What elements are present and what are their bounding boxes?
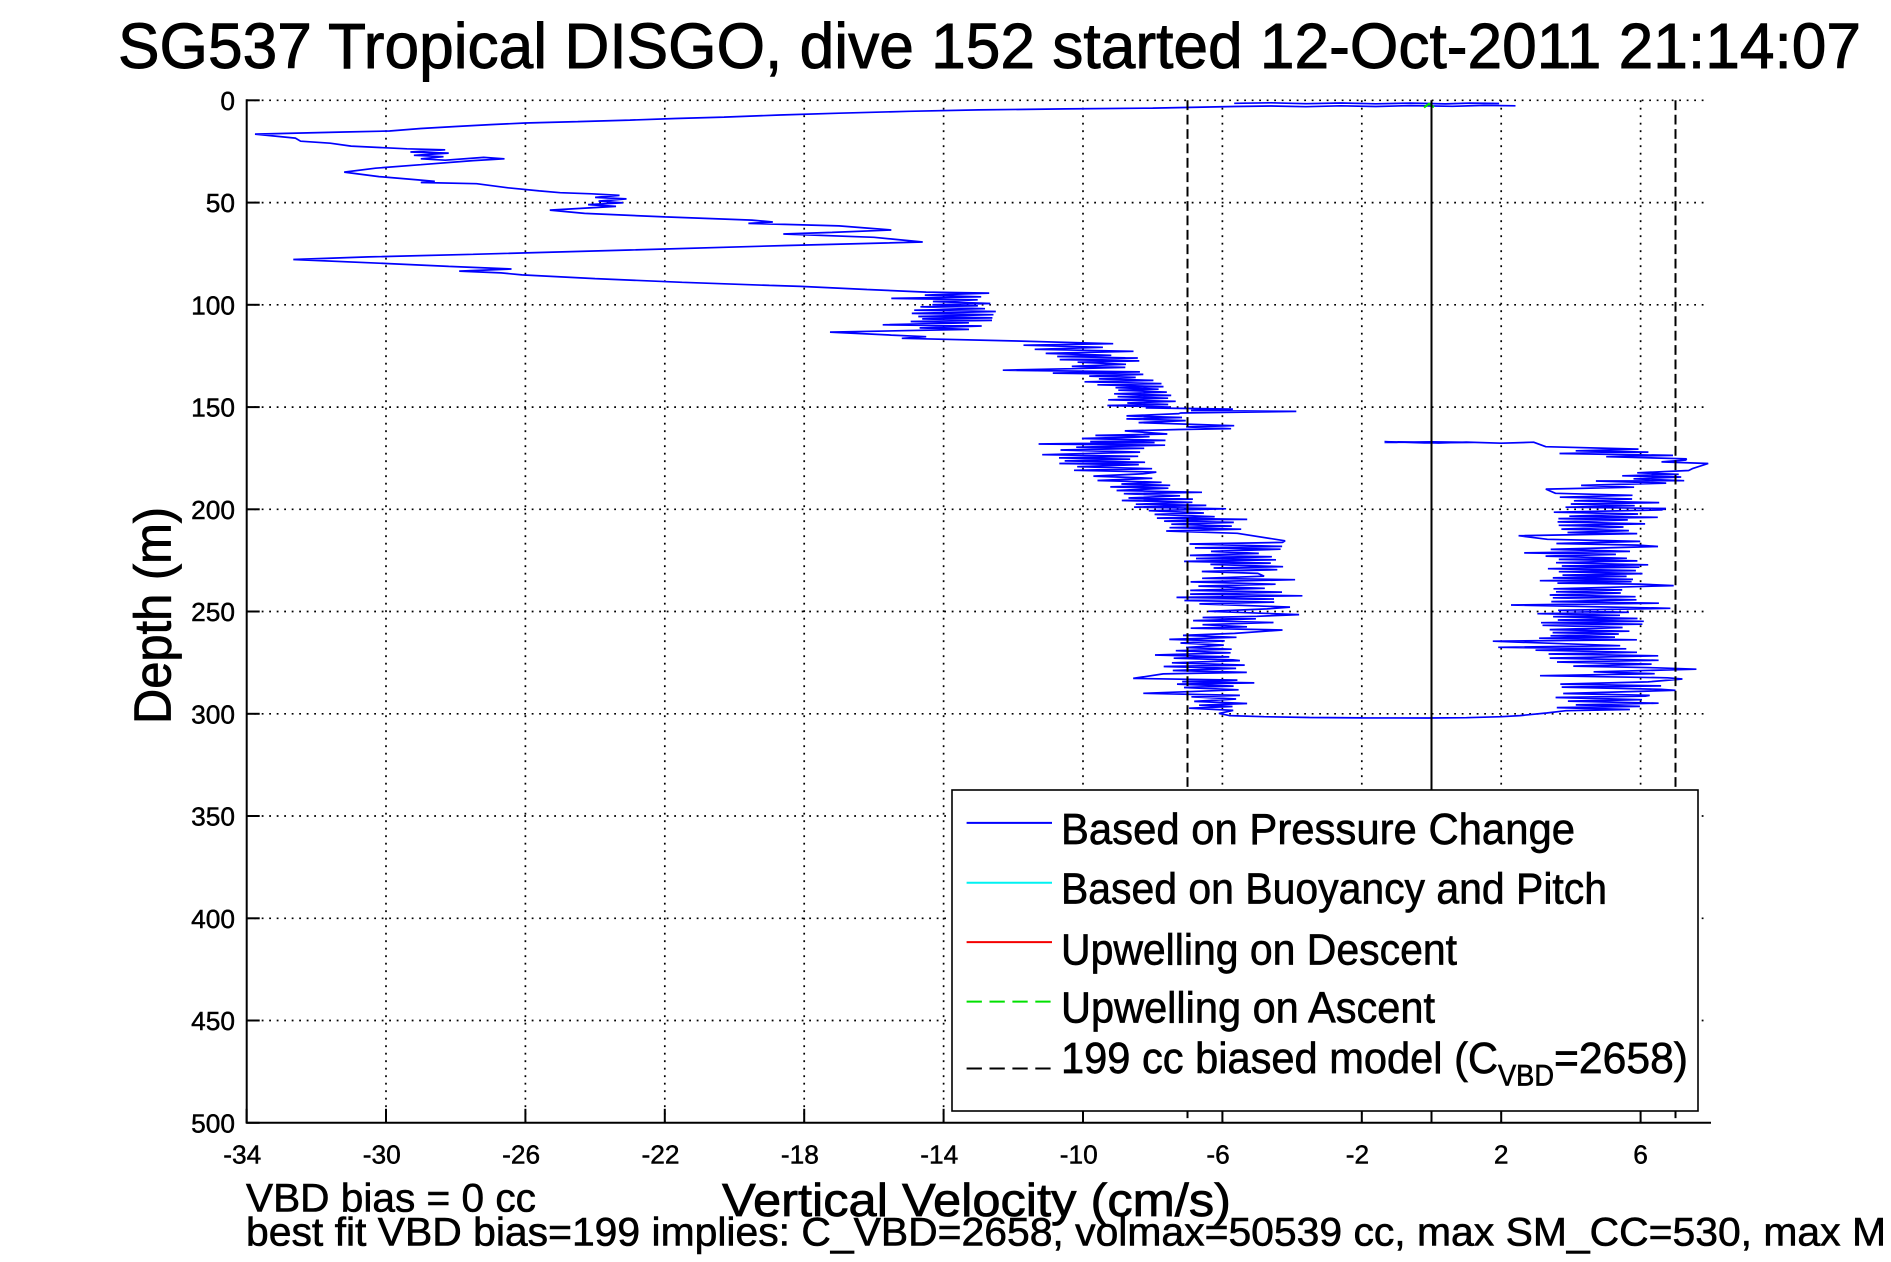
svg-text:best fit VBD bias=199 implies:: best fit VBD bias=199 implies: C_VBD=265… bbox=[246, 1211, 1886, 1255]
svg-text:-22: -22 bbox=[641, 1140, 679, 1170]
svg-text:500: 500 bbox=[191, 1108, 235, 1138]
svg-text:199 cc biased model (C: 199 cc biased model (C bbox=[1061, 1034, 1498, 1083]
svg-text:-26: -26 bbox=[502, 1140, 540, 1170]
svg-text:-34: -34 bbox=[223, 1140, 261, 1170]
svg-text:VBD: VBD bbox=[1498, 1060, 1554, 1093]
svg-text:2: 2 bbox=[1494, 1140, 1509, 1170]
svg-text:Based on Pressure Change: Based on Pressure Change bbox=[1061, 805, 1575, 854]
svg-text:Upwelling on Descent: Upwelling on Descent bbox=[1061, 926, 1457, 975]
svg-text:Based on Buoyancy and Pitch: Based on Buoyancy and Pitch bbox=[1061, 864, 1607, 913]
svg-text:Upwelling on Ascent: Upwelling on Ascent bbox=[1061, 984, 1435, 1033]
svg-text:400: 400 bbox=[191, 904, 235, 934]
svg-text:6: 6 bbox=[1633, 1140, 1648, 1170]
svg-text:-14: -14 bbox=[920, 1140, 958, 1170]
svg-text:-2: -2 bbox=[1346, 1140, 1369, 1170]
svg-text:350: 350 bbox=[191, 802, 235, 832]
svg-text:300: 300 bbox=[191, 699, 235, 729]
svg-text:-30: -30 bbox=[363, 1140, 401, 1170]
svg-text:Vertical Velocity (cm/s): Vertical Velocity (cm/s) bbox=[722, 1174, 1231, 1226]
svg-text:=2658): =2658) bbox=[1554, 1034, 1688, 1083]
svg-text:-18: -18 bbox=[781, 1140, 819, 1170]
svg-text:VBD bias = 0 cc: VBD bias = 0 cc bbox=[246, 1177, 536, 1221]
svg-text:-6: -6 bbox=[1206, 1140, 1229, 1170]
svg-text:450: 450 bbox=[191, 1006, 235, 1036]
svg-text:150: 150 bbox=[191, 393, 235, 423]
svg-text:Depth (m): Depth (m) bbox=[125, 507, 183, 724]
svg-text:SG537 Tropical DISGO, dive 152: SG537 Tropical DISGO, dive 152 started 1… bbox=[118, 10, 1861, 82]
svg-text:100: 100 bbox=[191, 290, 235, 320]
svg-text:0: 0 bbox=[220, 86, 235, 116]
svg-text:-10: -10 bbox=[1060, 1140, 1098, 1170]
svg-text:200: 200 bbox=[191, 495, 235, 525]
svg-text:50: 50 bbox=[206, 188, 235, 218]
svg-text:250: 250 bbox=[191, 597, 235, 627]
